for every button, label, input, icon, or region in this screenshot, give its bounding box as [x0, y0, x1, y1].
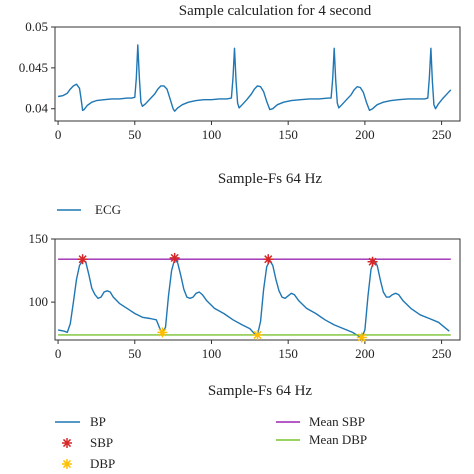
y-tick-label: 150 [29, 231, 49, 246]
x-tick-label: 150 [278, 127, 298, 142]
legend-dbp-marker [62, 459, 72, 469]
chart1-title: Sample calculation for 4 second [179, 3, 372, 19]
legend-dbp-asterisk [62, 459, 72, 469]
series-bp-line [57, 258, 450, 339]
legend-mean-dbp-label: Mean DBP [309, 432, 367, 447]
chart1-frame [54, 26, 461, 122]
legend-sbp-asterisk-stroke [62, 438, 72, 448]
x-tick-label: 200 [355, 127, 375, 142]
x-tick-label: 0 [55, 127, 62, 142]
series-dbp-point [252, 329, 263, 340]
legend-dbp-asterisk-stroke [62, 459, 72, 469]
x-tick-label: 0 [55, 346, 62, 361]
x-tick-label: 150 [278, 346, 298, 361]
y-tick-label: 0.05 [25, 19, 48, 34]
series-sbp-point [263, 254, 274, 265]
y-tick-label: 0.04 [25, 101, 48, 116]
series-sbp-point-stroke [170, 253, 179, 263]
chart1-plot-area: 0 50 100 150 200 250 0.04 0.045 0.05 [19, 19, 461, 142]
chart1-xlabel: Sample-Fs 64 Hz [218, 171, 323, 187]
chart1-legend: ECG [57, 202, 121, 217]
series-dbp-point [157, 327, 168, 338]
x-tick-label: 100 [202, 127, 222, 142]
y-tick-label: 0.045 [19, 60, 48, 75]
x-tick-label: 200 [355, 346, 375, 361]
series-sbp-point [367, 256, 378, 267]
chart2-xlabel: Sample-Fs 64 Hz [208, 383, 313, 399]
series-dbp-point [356, 332, 367, 343]
legend-sbp-asterisk [62, 438, 72, 448]
series-sbp-point-stroke [78, 255, 87, 264]
x-tick-label: 100 [202, 346, 222, 361]
series-sbp-point-stroke [368, 257, 377, 266]
series-dbp-point-stroke [357, 333, 366, 342]
series-sbp-point-stroke [264, 255, 273, 264]
series-ecg-line [57, 44, 452, 112]
series-sbp-point [77, 254, 88, 265]
legend-sbp-label: SBP [90, 435, 113, 450]
series-dbp-point-stroke [253, 330, 262, 340]
legend-sbp-marker [62, 438, 72, 448]
legend-dbp-label: DBP [90, 456, 115, 471]
legend-bp-label: BP [90, 414, 106, 429]
y-tick-label: 100 [29, 294, 49, 309]
legend-ecg-label: ECG [95, 202, 121, 217]
series-sbp-point [169, 252, 180, 263]
chart2-plot-area: 0 50 100 150 200 250 100 150 [29, 231, 461, 361]
series-dbp-point-stroke [158, 328, 167, 337]
x-tick-label: 50 [128, 346, 141, 361]
legend-mean-sbp-label: Mean SBP [309, 414, 365, 429]
chart2-legend: BP SBP DBP Mean SBP Mean DBP [55, 414, 367, 471]
chart2-frame [54, 238, 461, 341]
x-tick-label: 250 [432, 346, 452, 361]
x-tick-label: 50 [128, 127, 141, 142]
x-tick-label: 250 [432, 127, 452, 142]
